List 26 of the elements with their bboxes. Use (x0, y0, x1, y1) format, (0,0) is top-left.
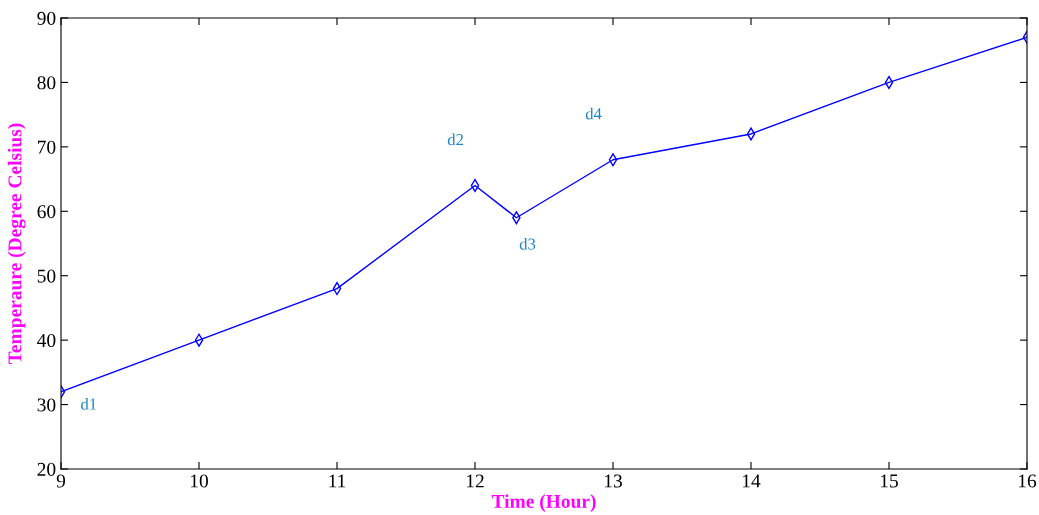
x-tick-label: 15 (880, 474, 898, 488)
y-tick-label: 60 (37, 205, 56, 219)
point (608, 153, 618, 167)
y-tick-label: 40 (37, 333, 56, 348)
y-tick-label: 70 (37, 140, 56, 154)
x-tick-label: 11 (329, 474, 346, 488)
point (746, 127, 756, 141)
annotation: d3 (519, 237, 536, 250)
x-tick-label: 9 (56, 474, 66, 488)
y-tick-label: 30 (37, 398, 56, 412)
x-tick-label: 13 (604, 474, 622, 488)
y-tick-label: 20 (37, 462, 56, 476)
annotation: d4 (585, 107, 602, 120)
point (194, 333, 204, 347)
x-tick-label: 14 (742, 474, 761, 488)
x-tick-label: 10 (190, 474, 208, 488)
x-tick-label: 16 (1018, 474, 1037, 488)
y-axis-title: Temperaure (Degree Celsius) (7, 123, 26, 364)
annotation: d2 (447, 133, 463, 146)
y-tick-label: 80 (37, 76, 56, 90)
y-tick-label: 50 (37, 269, 56, 283)
point (332, 282, 342, 296)
y-tick-label: 90 (37, 11, 56, 25)
x-axis-title: Time (Hour) (491, 494, 596, 512)
x-tick-label: 12 (466, 474, 484, 488)
annotation: d1 (81, 398, 97, 410)
